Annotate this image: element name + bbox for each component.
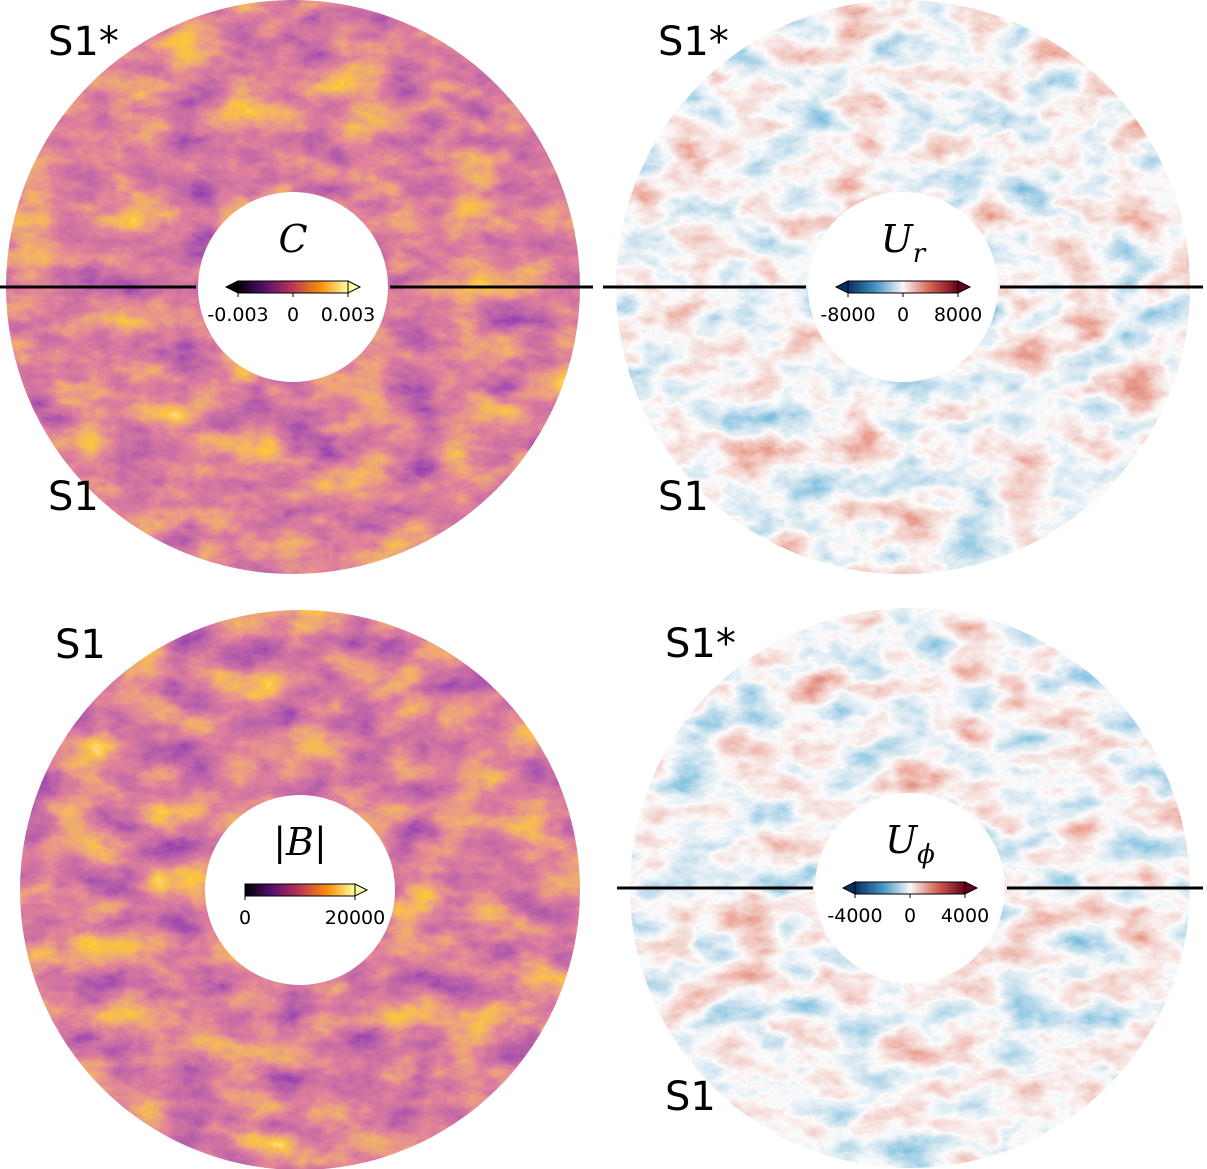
- run-label: S1: [48, 474, 99, 520]
- colorbar: [244, 883, 356, 897]
- run-label: S1: [658, 474, 709, 520]
- quantity-label: Ur: [881, 217, 927, 269]
- colorbar-tick-label: -4000: [827, 905, 882, 927]
- colorbar-extend: [964, 881, 979, 895]
- quantity-subscript: ϕ: [917, 840, 935, 870]
- colorbar-tick-label: 20000: [325, 907, 385, 929]
- colorbar: [237, 280, 349, 294]
- colorbar-tick-label: -0.003: [207, 304, 268, 326]
- colorbar-extend: [834, 280, 849, 294]
- colorbar-extend: [347, 280, 362, 294]
- colorbar-extend: [841, 881, 856, 895]
- quantity-label: Uϕ: [885, 818, 935, 870]
- quantity-symbol: C: [278, 217, 307, 261]
- colorbar-tick-label: 0: [904, 905, 916, 927]
- run-label: S1*: [658, 19, 729, 65]
- colorbar: [854, 881, 966, 895]
- colorbar-extend: [354, 883, 369, 897]
- quantity-label: C: [278, 217, 307, 261]
- colorbar-tick-label: 0: [897, 304, 909, 326]
- colorbar-extend: [957, 280, 972, 294]
- run-label: S1: [665, 1074, 716, 1120]
- colorbar-tick-label: 8000: [934, 304, 982, 326]
- colorbar-tick-label: 0: [239, 907, 251, 929]
- colorbar-tick-label: 0.003: [321, 304, 375, 326]
- quantity-symbol: U: [885, 818, 919, 862]
- colorbar-tick-label: 0: [287, 304, 299, 326]
- colorbar-tick-label: -8000: [820, 304, 875, 326]
- quantity-symbol: |B|: [273, 820, 327, 864]
- colorbar-tick-label: 4000: [941, 905, 989, 927]
- quantity-label: |B|: [273, 820, 327, 864]
- run-label: S1*: [48, 19, 119, 65]
- run-label: S1: [55, 622, 106, 668]
- run-label: S1*: [665, 621, 736, 667]
- quantity-symbol: U: [881, 217, 915, 261]
- colorbar-extend: [224, 280, 239, 294]
- colorbar: [847, 280, 959, 294]
- quantity-subscript: r: [913, 239, 927, 269]
